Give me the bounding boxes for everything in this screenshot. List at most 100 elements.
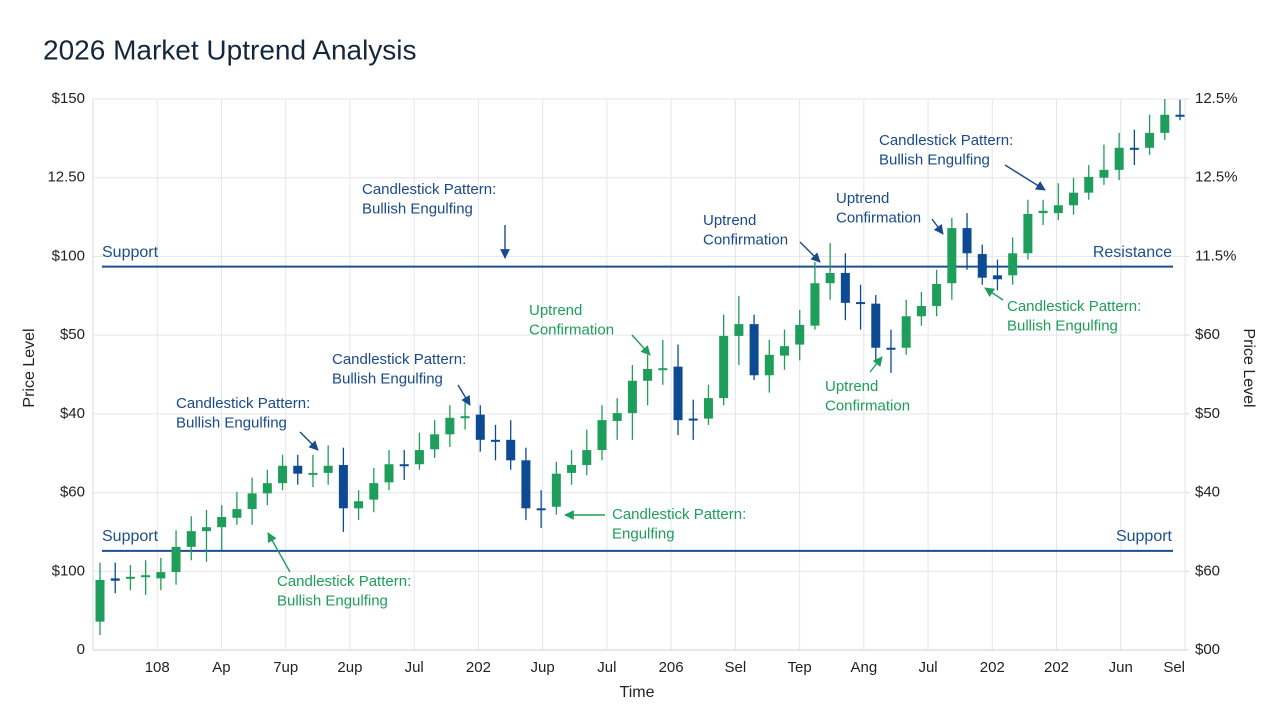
candle-body [308, 472, 318, 475]
level-label: Resistance [1093, 244, 1172, 261]
candle-body [658, 368, 668, 371]
candle-body [506, 439, 516, 461]
annotation-text: Uptrend [703, 212, 756, 229]
candle-body [536, 508, 546, 511]
candle-body [171, 546, 181, 573]
candle-body [612, 413, 622, 421]
annotation-text: Confirmation [703, 231, 788, 248]
annotation-arrow [267, 532, 291, 573]
candle-body [1160, 114, 1170, 133]
candle-body [1008, 253, 1018, 276]
annotation-text: Bullish Engulfing [277, 592, 388, 609]
candle-body [886, 347, 896, 350]
annotation-arrow [799, 241, 821, 263]
annotation-arrow [631, 334, 651, 356]
candle-body [293, 465, 303, 474]
annotation-arrow [984, 287, 1004, 301]
candle-body [460, 416, 470, 419]
candle-body [490, 439, 500, 442]
candle-body [871, 303, 881, 348]
candle-body [567, 465, 577, 473]
annotation-text: Engulfing [612, 525, 675, 542]
x-tick-label: Jup [531, 659, 555, 676]
candle-body [962, 228, 972, 254]
x-tick-label: Ang [850, 659, 877, 676]
candle-body [734, 324, 744, 336]
annotation-arrow [299, 431, 319, 451]
candle-body [1038, 210, 1048, 214]
annotation-text: Candlestick Pattern: [332, 351, 466, 368]
candle-body [399, 464, 409, 467]
x-tick-label: Ap [212, 659, 230, 676]
annotation: Candlestick Pattern: Bullish Engulfing [362, 181, 510, 259]
x-tick-label: Tep [787, 659, 811, 676]
y-axis-title: Price Level [21, 328, 38, 407]
candle-body [201, 527, 211, 532]
candle-body [856, 302, 866, 305]
annotation-text: Confirmation [836, 209, 921, 226]
candle-body [445, 417, 455, 435]
candle-body [278, 465, 288, 484]
annotation-text: Uptrend [836, 190, 889, 207]
annotation: Candlestick Pattern: Bullish Engulfing [267, 532, 411, 609]
candle-body [1099, 169, 1109, 178]
y-tick-label: $40 [60, 405, 85, 422]
candle-body [977, 254, 987, 278]
candle-body [338, 465, 348, 509]
candle-body [947, 228, 957, 284]
y2-tick-label: $40 [1195, 484, 1220, 501]
x-tick-label: Jul [597, 659, 616, 676]
annotation: Candlestick Pattern: Engulfing [564, 506, 746, 542]
x-tick-label: Jul [918, 659, 937, 676]
annotation-arrow [457, 384, 471, 406]
x-tick-label: Sel [725, 659, 747, 676]
annotation: Uptrend Confirmation [825, 356, 910, 414]
candle-body [354, 501, 364, 509]
y2-tick-label: 12.5% [1195, 169, 1238, 186]
annotation-text: Confirmation [825, 397, 910, 414]
candle-body [780, 346, 790, 356]
candle-body [901, 316, 911, 348]
candle-body [688, 418, 698, 421]
y2-tick-label: $00 [1195, 641, 1220, 658]
annotation-text: Candlestick Pattern: [176, 395, 310, 412]
candle-body [369, 483, 379, 500]
candle-body [156, 572, 166, 579]
y2-tick-label: $60 [1195, 562, 1220, 579]
x-axis-title: Time [620, 684, 655, 701]
annotation: Candlestick Pattern: Bullish Engulfing [984, 287, 1141, 334]
candle-body [673, 366, 683, 421]
annotation-arrow [1004, 164, 1046, 191]
x-tick-label: 202 [466, 659, 491, 676]
y2-tick-label: 11.5% [1195, 247, 1236, 264]
candle-body [916, 306, 926, 317]
candle-body [992, 275, 1002, 280]
candle-body [217, 516, 227, 528]
candle-body [1145, 132, 1155, 148]
candle-body [475, 414, 485, 440]
annotation-text: Candlestick Pattern: [362, 181, 496, 198]
candle-body [1053, 205, 1063, 214]
y-tick-label: $50 [60, 326, 85, 343]
y2-axis-title: Price Level [1240, 328, 1257, 407]
candle-body [1175, 114, 1185, 117]
y2-tick-label: $50 [1195, 405, 1220, 422]
candle-body [810, 283, 820, 326]
x-tick-label: 202 [980, 659, 1005, 676]
x-tick-label: 2up [337, 659, 362, 676]
candle-body [643, 368, 653, 381]
annotation-text: Bullish Engulfing [176, 414, 287, 431]
candle-body [840, 272, 850, 303]
annotation-text: Candlestick Pattern: [612, 506, 746, 523]
candle-body [551, 473, 561, 507]
annotation-text: Candlestick Pattern: [879, 132, 1013, 149]
x-tick-label: Jun [1109, 659, 1133, 676]
candle-body [1114, 147, 1124, 170]
candle-body [414, 450, 424, 465]
annotation-text: Uptrend [825, 378, 878, 395]
candle-body [597, 420, 607, 451]
y2-tick-label: 12.5% [1195, 90, 1238, 107]
annotation-text: Bullish Engulfing [879, 151, 990, 168]
